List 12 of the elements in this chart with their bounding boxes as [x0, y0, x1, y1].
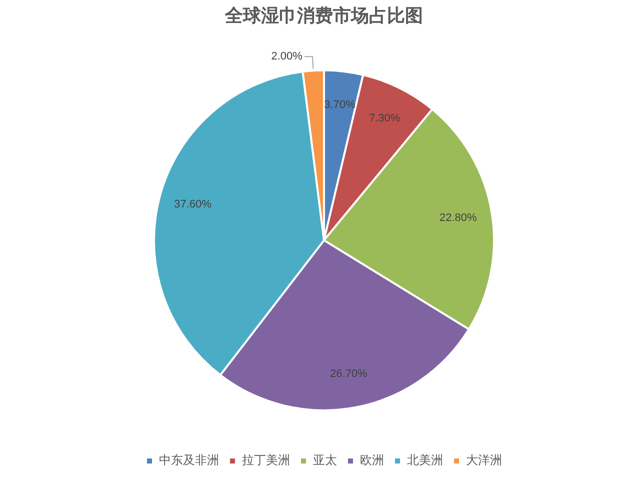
- data-label: 2.00%: [271, 50, 303, 63]
- legend-label: 拉丁美洲: [242, 453, 290, 468]
- data-label: 26.70%: [330, 368, 368, 380]
- legend-label: 北美洲: [407, 453, 443, 468]
- legend-label: 欧洲: [360, 453, 384, 468]
- legend-label: 亚太: [313, 453, 337, 468]
- data-label: 22.80%: [440, 212, 478, 224]
- data-label: 37.60%: [174, 198, 212, 211]
- data-label: 7.30%: [368, 112, 400, 125]
- legend-label: 大洋洲: [466, 453, 502, 468]
- chart-title: 全球湿巾消费市场占比图: [224, 5, 423, 26]
- legend-label: 中东及非洲: [159, 453, 219, 468]
